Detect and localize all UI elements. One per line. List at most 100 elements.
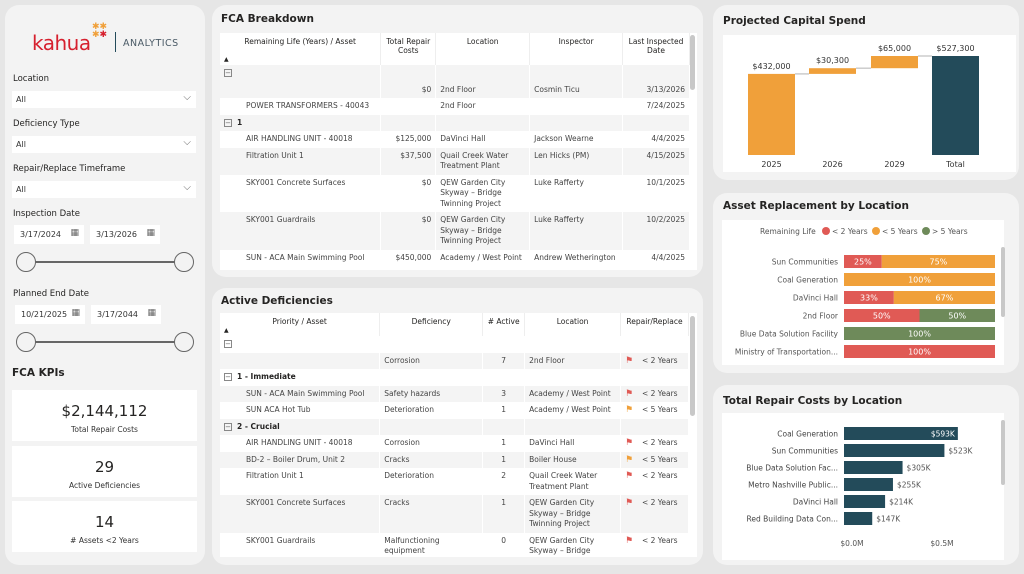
bar[interactable]: [844, 461, 903, 474]
category-label: Sun Communities: [772, 447, 838, 456]
stacked-bar-segment[interactable]: [844, 345, 995, 358]
inspection-date-slider[interactable]: [16, 252, 194, 272]
planned-from-value: 10/21/2025: [21, 310, 68, 319]
table-row[interactable]: $0 2nd Floor Cosmin Ticu 3/13/2026: [220, 81, 690, 98]
group-row[interactable]: −: [220, 65, 690, 82]
table-row[interactable]: SKY001 Concrete Surfaces Cracks 1 QEW Garde…: [220, 495, 690, 533]
table-row[interactable]: SUN ACA Hot Tub Deterioration 1 Academy / W…: [220, 402, 690, 419]
sort-ascending-icon[interactable]: ▲: [224, 327, 229, 334]
stacked-bar-segment[interactable]: [919, 309, 996, 322]
collapse-icon[interactable]: −: [224, 422, 232, 431]
collapse-icon[interactable]: −: [224, 118, 232, 127]
stacked-bar-segment[interactable]: [844, 291, 894, 304]
waterfall-bar[interactable]: [809, 68, 856, 74]
slider-end-handle[interactable]: [174, 252, 194, 272]
bar[interactable]: [844, 427, 958, 440]
scrollbar[interactable]: [690, 35, 695, 90]
column-header-repair-replace[interactable]: Repair/Replace: [620, 313, 690, 336]
location-dropdown[interactable]: All ⌵: [12, 91, 196, 108]
column-header-location[interactable]: Location: [435, 33, 531, 65]
table-row[interactable]: SKY001 Concrete Surfaces $0 QEW Garden Cit…: [220, 174, 690, 212]
group-row[interactable]: −2 - Crucial: [220, 418, 690, 435]
stacked-bar-segment[interactable]: [844, 309, 920, 322]
chevron-down-icon: ⌵: [183, 92, 191, 103]
calendar-icon[interactable]: ▦: [147, 308, 156, 318]
column-header-deficiency[interactable]: Deficiency: [379, 313, 484, 336]
stacked-bar-segment[interactable]: [844, 327, 995, 340]
collapse-icon[interactable]: −: [224, 373, 232, 381]
calendar-icon[interactable]: ▦: [146, 228, 155, 238]
total-repair-costs-title: Total Repair Costs by Location: [723, 395, 903, 407]
category-label: Red Building Data Con...: [747, 515, 838, 524]
table-row[interactable]: SKY001 Guardrails $0 QEW Garden City Skywa…: [220, 212, 690, 250]
data-label: 100%: [908, 330, 931, 339]
inspection-date-from[interactable]: 3/17/2024 ▦: [14, 225, 84, 244]
table-row[interactable]: AIR HANDLING UNIT - 40018 $125,000 DaVinci…: [220, 131, 690, 148]
planned-end-date-to[interactable]: 3/17/2044 ▦: [91, 305, 161, 324]
group-row[interactable]: −1: [220, 114, 690, 131]
timeframe-label: Repair/Replace Timeframe: [13, 164, 126, 174]
stacked-bar-segment[interactable]: [881, 255, 995, 268]
category-label: Blue Data Solution Fac...: [746, 464, 838, 473]
scrollbar[interactable]: [1001, 420, 1005, 485]
column-header-priority-asset[interactable]: Priority / Asset ▲: [220, 313, 381, 336]
stacked-bar-segment[interactable]: [844, 273, 995, 286]
table-row[interactable]: POWER TRANSFORMERS - 40043 2nd Floor 7/24/…: [220, 98, 690, 115]
scrollbar[interactable]: [690, 316, 695, 416]
scrollbar[interactable]: [1001, 247, 1005, 317]
cost-cell: $125,000: [380, 131, 437, 148]
timeframe-text: < 2 Years: [641, 388, 678, 398]
deficiency-cell: Corrosion: [379, 435, 484, 452]
stacked-bar-segment[interactable]: [844, 255, 882, 268]
table-row[interactable]: BD-2 – Boiler Drum, Unit 2 Cracks 1 Boiler …: [220, 451, 690, 468]
table-row[interactable]: Corrosion 7 2nd Floor ⚑ < 2 Years: [220, 352, 690, 369]
legend-label: < 5 Years: [882, 227, 918, 236]
active-deficiencies-title: Active Deficiencies: [221, 295, 333, 307]
waterfall-bar[interactable]: [932, 56, 979, 155]
sort-ascending-icon[interactable]: ▲: [224, 56, 229, 63]
table-row[interactable]: SUN - ACA Main Swimming Pool Safety hazar…: [220, 385, 690, 402]
slider-start-handle[interactable]: [16, 252, 36, 272]
deficiency-type-dropdown[interactable]: All ⌵: [12, 136, 196, 153]
bar[interactable]: [844, 444, 945, 457]
inspection-date-to[interactable]: 3/13/2026 ▦: [90, 225, 160, 244]
column-header-cost[interactable]: Total Repair Costs: [380, 33, 437, 65]
slider-start-handle[interactable]: [16, 332, 36, 352]
calendar-icon[interactable]: ▦: [70, 228, 79, 238]
column-header-asset[interactable]: Remaining Life (Years) / Asset ▲: [220, 33, 382, 65]
x-tick-label: 2025: [761, 160, 781, 169]
waterfall-bar[interactable]: [871, 56, 918, 69]
group-row[interactable]: −: [220, 336, 690, 353]
collapse-icon[interactable]: −: [224, 340, 232, 348]
column-header-date[interactable]: Last Inspected Date: [622, 33, 690, 65]
timeframe-dropdown[interactable]: All ⌵: [12, 181, 196, 198]
calendar-icon[interactable]: ▦: [71, 308, 80, 318]
planned-end-date-from[interactable]: 10/21/2025 ▦: [15, 305, 85, 324]
table-row[interactable]: SKY001 Guardrails Malfunctioning equipmen…: [220, 532, 690, 557]
column-header-location[interactable]: Location: [524, 313, 621, 336]
column-header-inspector[interactable]: Inspector: [529, 33, 624, 65]
bar[interactable]: [844, 478, 893, 491]
table-row[interactable]: AIR HANDLING UNIT - 40018 Corrosion 1 DaVin…: [220, 435, 690, 452]
group-row[interactable]: −1 - Immediate: [220, 369, 690, 386]
planned-end-date-slider[interactable]: [16, 332, 194, 352]
column-header-active[interactable]: # Active: [482, 313, 526, 336]
legend-title: Remaining Life: [760, 227, 816, 236]
bar[interactable]: [844, 512, 873, 525]
x-tick-label: 2029: [884, 160, 904, 169]
x-tick-label: $0.5M: [930, 539, 953, 548]
collapse-icon[interactable]: −: [224, 69, 232, 77]
table-row[interactable]: SUN - ACA Main Swimming Pool $450,000 Acad…: [220, 249, 690, 266]
table-row[interactable]: Filtration Unit 1 Deterioration 2 Quail Cre…: [220, 468, 690, 495]
legend-marker: [872, 227, 880, 235]
date-cell: 4/4/2025: [622, 249, 690, 266]
bar[interactable]: [844, 495, 886, 508]
location-cell: Boiler House: [524, 451, 621, 468]
active-count-cell: 1: [482, 451, 526, 468]
asset-cell: [220, 352, 381, 369]
fca-breakdown-table: Remaining Life (Years) / Asset ▲ Total Re…: [220, 33, 697, 270]
table-row[interactable]: Filtration Unit 1 $37,500 Quail Creek Wate…: [220, 147, 690, 175]
waterfall-bar[interactable]: [748, 73, 795, 155]
slider-end-handle[interactable]: [174, 332, 194, 352]
stacked-bar-segment[interactable]: [893, 291, 995, 304]
